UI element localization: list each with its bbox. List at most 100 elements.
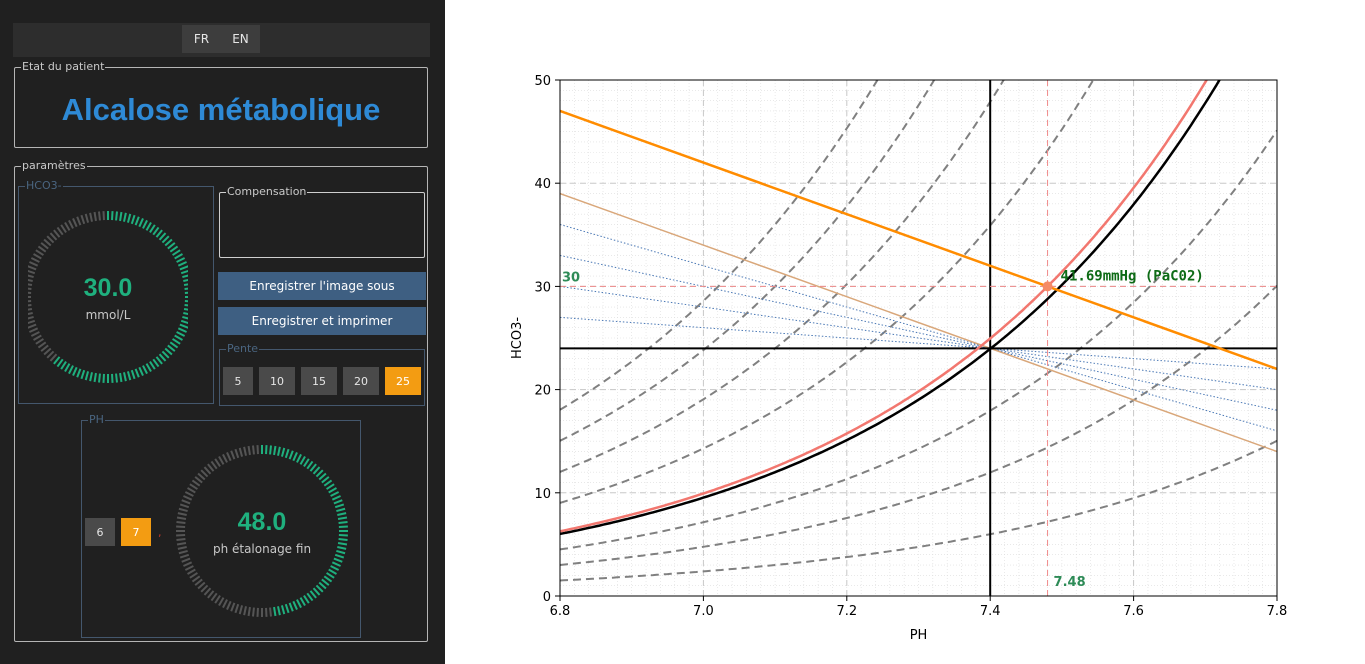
hco3-gauge-tick: [115, 373, 118, 383]
ph-gauge-tick: [337, 516, 348, 520]
hco3-gauge-tick: [33, 334, 42, 341]
hco3-gauge-tick: [138, 218, 144, 228]
ph-gauge-tick: [210, 460, 218, 470]
ph-gauge[interactable]: 48.0 ph étalonage fin: [174, 444, 350, 618]
ph-gauge-tick: [214, 458, 221, 467]
ph-integer-7-button[interactable]: 7: [121, 518, 151, 546]
plot-frame: [559, 79, 1278, 597]
ph-group-title: PH: [88, 413, 105, 427]
slope-25-button[interactable]: 25: [385, 367, 421, 395]
hco3-gauge-tick: [40, 344, 49, 352]
slope-15-button[interactable]: 15: [301, 367, 337, 395]
hco3-gauge-tick: [27, 323, 37, 329]
hco3-gauge-tick: [35, 338, 44, 345]
save-print-button[interactable]: Enregistrer et imprimer: [218, 307, 426, 335]
annotation-pco2-label: 41.69mmHg (PaC02): [1061, 268, 1204, 284]
hco3-gauge-tick: [33, 253, 42, 260]
y-tick-label: 50: [534, 74, 551, 89]
ph-gauge-tick: [230, 450, 236, 460]
hco3-gauge-tick: [64, 222, 71, 231]
ph-gauge-tick: [200, 584, 209, 593]
hco3-gauge[interactable]: 30.0 mmol/L: [22, 210, 194, 384]
ph-gauge-tick: [197, 472, 206, 481]
ph-gauge-tick: [284, 448, 290, 459]
ph-gauge-tick: [203, 587, 212, 596]
patient-buffer-line: [560, 109, 1277, 371]
ph-gauge-ring: [176, 445, 348, 617]
ph-gauge-tick: [280, 605, 286, 615]
hco3-gauge-tick: [93, 211, 97, 222]
ph-gauge-tick: [337, 512, 347, 516]
ph-gauge-tick: [333, 499, 343, 505]
ph-gauge-tick: [331, 561, 341, 567]
hco3-gauge-tick: [164, 238, 173, 247]
ph-gauge-tick: [315, 584, 324, 593]
x-tick-label: 7.4: [980, 604, 1001, 619]
patient-state-group: Etat du patient Alcalose métabolique: [14, 60, 428, 148]
hco3-gauge-tick: [76, 216, 82, 226]
hco3-gauge-tick: [174, 253, 183, 260]
ph-integer-6-button[interactable]: 6: [85, 518, 115, 546]
ph-gauge-tick: [200, 469, 209, 478]
ph-gauge-tick: [178, 549, 188, 555]
ph-gauge-tick: [191, 479, 201, 487]
hco3-gauge-tick: [89, 372, 93, 382]
slope-group: Pente: [219, 342, 425, 406]
ph-gauge-tick: [207, 463, 215, 472]
hco3-gauge-tick: [35, 249, 44, 256]
language-fr-button[interactable]: FR: [182, 25, 221, 53]
ph-gauge-tick: [194, 476, 203, 484]
slope-20-button[interactable]: 20: [343, 367, 379, 395]
annotation-ph-label: 7.48: [1054, 575, 1086, 590]
ph-gauge-tick: [179, 503, 190, 509]
slope-5-button[interactable]: 5: [223, 367, 253, 395]
isobar-pco2-30: [560, 129, 1277, 551]
hco3-gauge-tick: [145, 363, 152, 372]
hco3-gauge-tick: [80, 369, 86, 380]
ph-gauge-tick: [214, 595, 221, 604]
save-image-button[interactable]: Enregistrer l'image sous: [218, 272, 426, 300]
y-tick-label: 20: [534, 384, 551, 399]
ph-gauge-tick: [273, 606, 277, 617]
y-tick-label: 40: [534, 177, 551, 192]
hco3-gauge-tick: [29, 327, 39, 333]
ph-gauge-tick: [226, 452, 232, 462]
ph-gauge-tick: [328, 568, 337, 575]
ph-gauge-tick: [252, 607, 255, 617]
slope-10-button[interactable]: 10: [259, 367, 295, 395]
ph-gauge-tick: [197, 581, 206, 590]
hco3-gauge-tick: [64, 363, 71, 372]
ph-gauge-tick: [331, 495, 341, 501]
ph-gauge-tick: [318, 581, 327, 590]
hco3-gauge-tick: [172, 249, 181, 256]
ph-gauge-tick: [312, 466, 321, 475]
hco3-gauge-tick: [134, 216, 140, 226]
plot-area: [560, 80, 1277, 596]
x-axis-label: PH: [910, 628, 928, 643]
ph-gauge-tick: [328, 487, 337, 494]
ph-gauge-tick: [203, 466, 212, 475]
ph-gauge-tick: [338, 521, 348, 524]
ph-gauge-tick: [238, 605, 244, 615]
ph-gauge-tick: [292, 600, 298, 610]
ph-gauge-tick: [299, 456, 306, 465]
ph-gauge-tick: [273, 445, 277, 456]
ph-decimal-separator: ,: [158, 526, 162, 539]
ph-value: 48.0: [237, 508, 287, 536]
ph-gauge-tick: [318, 472, 327, 481]
hco3-gauge-tick: [184, 304, 194, 307]
language-en-button[interactable]: EN: [221, 25, 260, 53]
ph-gauge-tick: [326, 572, 335, 579]
ph-gauge-tick: [292, 452, 298, 462]
ph-gauge-tick: [306, 592, 314, 602]
hco3-gauge-tick: [149, 361, 156, 370]
y-tick-label: 10: [534, 487, 551, 502]
ph-unit: ph étalonage fin: [212, 542, 312, 556]
ph-gauge-tick: [309, 463, 317, 472]
parameters-title: paramètres: [21, 159, 87, 173]
ph-gauge-tick: [226, 600, 232, 610]
hco3-gauge-tick: [142, 219, 148, 229]
hco3-gauge-tick: [53, 229, 61, 238]
ph-gauge-tick: [207, 590, 215, 599]
ph-gauge-tick: [234, 448, 240, 459]
